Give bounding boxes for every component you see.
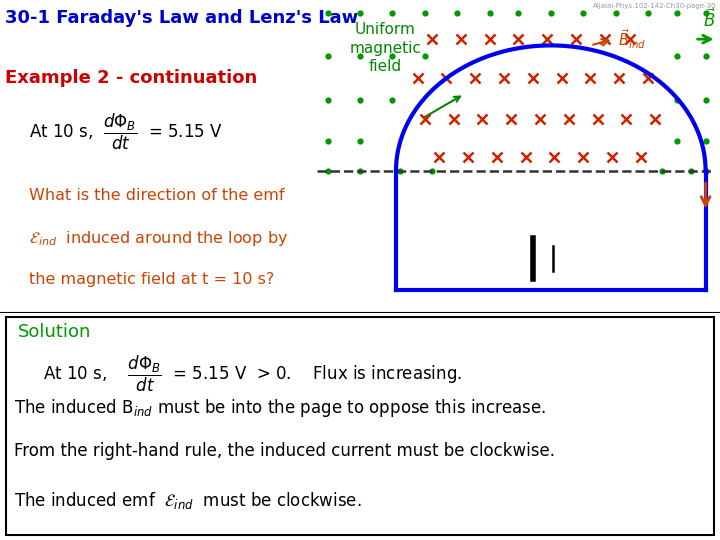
Text: $i_{ind}$: $i_{ind}$ (719, 186, 720, 205)
Text: At 10 s,    $\dfrac{d\Phi_B}{dt}$  = 5.15 V  > 0.    Flux is increasing.: At 10 s, $\dfrac{d\Phi_B}{dt}$ = 5.15 V … (43, 354, 462, 394)
Text: $\mathcal{E}_{ind}$: $\mathcal{E}_{ind}$ (652, 362, 680, 381)
Text: Aljalal-Phys.102-142-Ch30-page-30: Aljalal-Phys.102-142-Ch30-page-30 (593, 3, 716, 9)
Text: The induced B$_{ind}$ must be into the page to oppose this increase.: The induced B$_{ind}$ must be into the p… (14, 397, 546, 419)
Text: the magnetic field at t = 10 s?: the magnetic field at t = 10 s? (29, 273, 274, 287)
Text: $\mathcal{E}_{bat}$: $\mathcal{E}_{bat}$ (464, 362, 494, 381)
Text: The induced emf  $\mathcal{E}_{ind}$  must be clockwise.: The induced emf $\mathcal{E}_{ind}$ must… (14, 490, 362, 511)
Text: What is the direction of the emf: What is the direction of the emf (29, 188, 284, 203)
Text: $\vec{B}$: $\vec{B}$ (703, 9, 716, 31)
Text: Solution: Solution (18, 323, 91, 341)
FancyBboxPatch shape (6, 316, 714, 536)
Text: $\mathcal{E}_{ind}$  induced around the loop by: $\mathcal{E}_{ind}$ induced around the l… (29, 228, 288, 248)
Text: $\vec{B}_{ind}$: $\vec{B}_{ind}$ (618, 28, 646, 51)
Text: Uniform
magnetic
field: Uniform magnetic field (349, 22, 421, 74)
Text: 30-1 Faraday's Law and Lenz's Law: 30-1 Faraday's Law and Lenz's Law (5, 9, 359, 28)
Text: From the right-hand rule, the induced current must be clockwise.: From the right-hand rule, the induced cu… (14, 442, 555, 461)
Text: At 10 s,  $\dfrac{d\Phi_B}{dt}$  = 5.15 V: At 10 s, $\dfrac{d\Phi_B}{dt}$ = 5.15 V (29, 111, 222, 152)
Text: Example 2 - continuation: Example 2 - continuation (5, 69, 257, 87)
